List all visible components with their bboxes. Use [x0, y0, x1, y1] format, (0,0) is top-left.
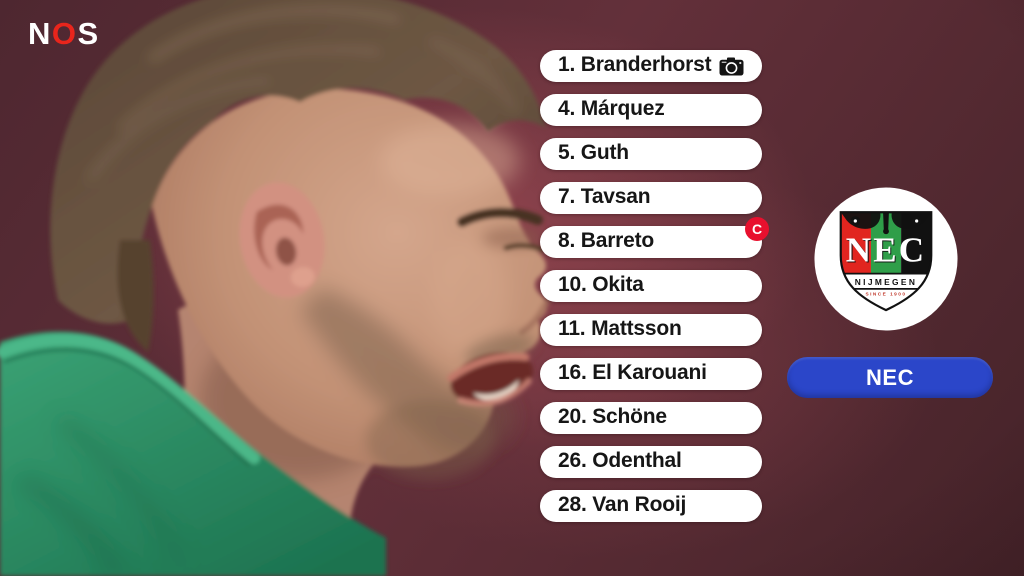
goalkeeper-shirt: [0, 331, 386, 576]
player-pill-tavsan: 7. Tavsan: [540, 182, 762, 214]
player-pill-marquez: 4. Márquez: [540, 94, 762, 126]
player-label: 5. Guth: [558, 141, 629, 164]
player-pill-odenthal: 26. Odenthal: [540, 446, 762, 478]
mouth: [447, 352, 534, 407]
nos-letter-s: S: [77, 16, 100, 51]
player-pill-branderhorst: 1. Branderhorst: [540, 50, 762, 82]
player-label: 4. Márquez: [558, 97, 665, 120]
player-pill-schone: 20. Schöne: [540, 402, 762, 434]
camera-icon: [719, 57, 744, 75]
player-hair: [50, 0, 546, 352]
player-pill-mattsson: 11. Mattsson: [540, 314, 762, 346]
crest-since: SINCE 1900: [866, 292, 907, 298]
crest-city: NIJMEGEN: [855, 277, 917, 287]
player-pill-okita: 10. Okita: [540, 270, 762, 302]
player-label: 1. Branderhorst: [558, 53, 712, 76]
player-face: [152, 88, 551, 467]
eyebrow: [457, 207, 543, 227]
player-label: 7. Tavsan: [558, 185, 651, 208]
player-photo: [0, 0, 551, 576]
player-pill-el-karouani: 16. El Karouani: [540, 358, 762, 390]
lineup-list: 1. Branderhorst 4. Márquez 5. Guth 7. Ta…: [540, 50, 769, 522]
eye: [503, 243, 545, 253]
player-pill-van-rooij: 28. Van Rooij: [540, 490, 762, 522]
player-label: 8. Barreto: [558, 229, 655, 252]
player-label: 28. Van Rooij: [558, 493, 687, 516]
crest-name-shadow: NEC: [847, 232, 928, 271]
nos-logo: NOS: [28, 18, 100, 49]
nos-letter-n: N: [28, 16, 52, 51]
player-pill-barreto: 8. Barreto C: [540, 217, 769, 258]
player-label: 20. Schöne: [558, 405, 667, 428]
ear: [239, 182, 325, 298]
captain-badge: C: [745, 217, 769, 241]
player-label: 11. Mattsson: [558, 317, 682, 340]
nos-letter-o: O: [51, 16, 78, 51]
player-label: 16. El Karouani: [558, 361, 707, 384]
team-button[interactable]: NEC: [787, 357, 993, 398]
nec-crest: NEC NEC NIJMEGEN SINCE 1900: [814, 187, 958, 331]
player-label: 10. Okita: [558, 273, 644, 296]
player-pill-guth: 5. Guth: [540, 138, 762, 170]
player-label: 26. Odenthal: [558, 449, 682, 472]
crest-name: NEC: [846, 231, 927, 270]
